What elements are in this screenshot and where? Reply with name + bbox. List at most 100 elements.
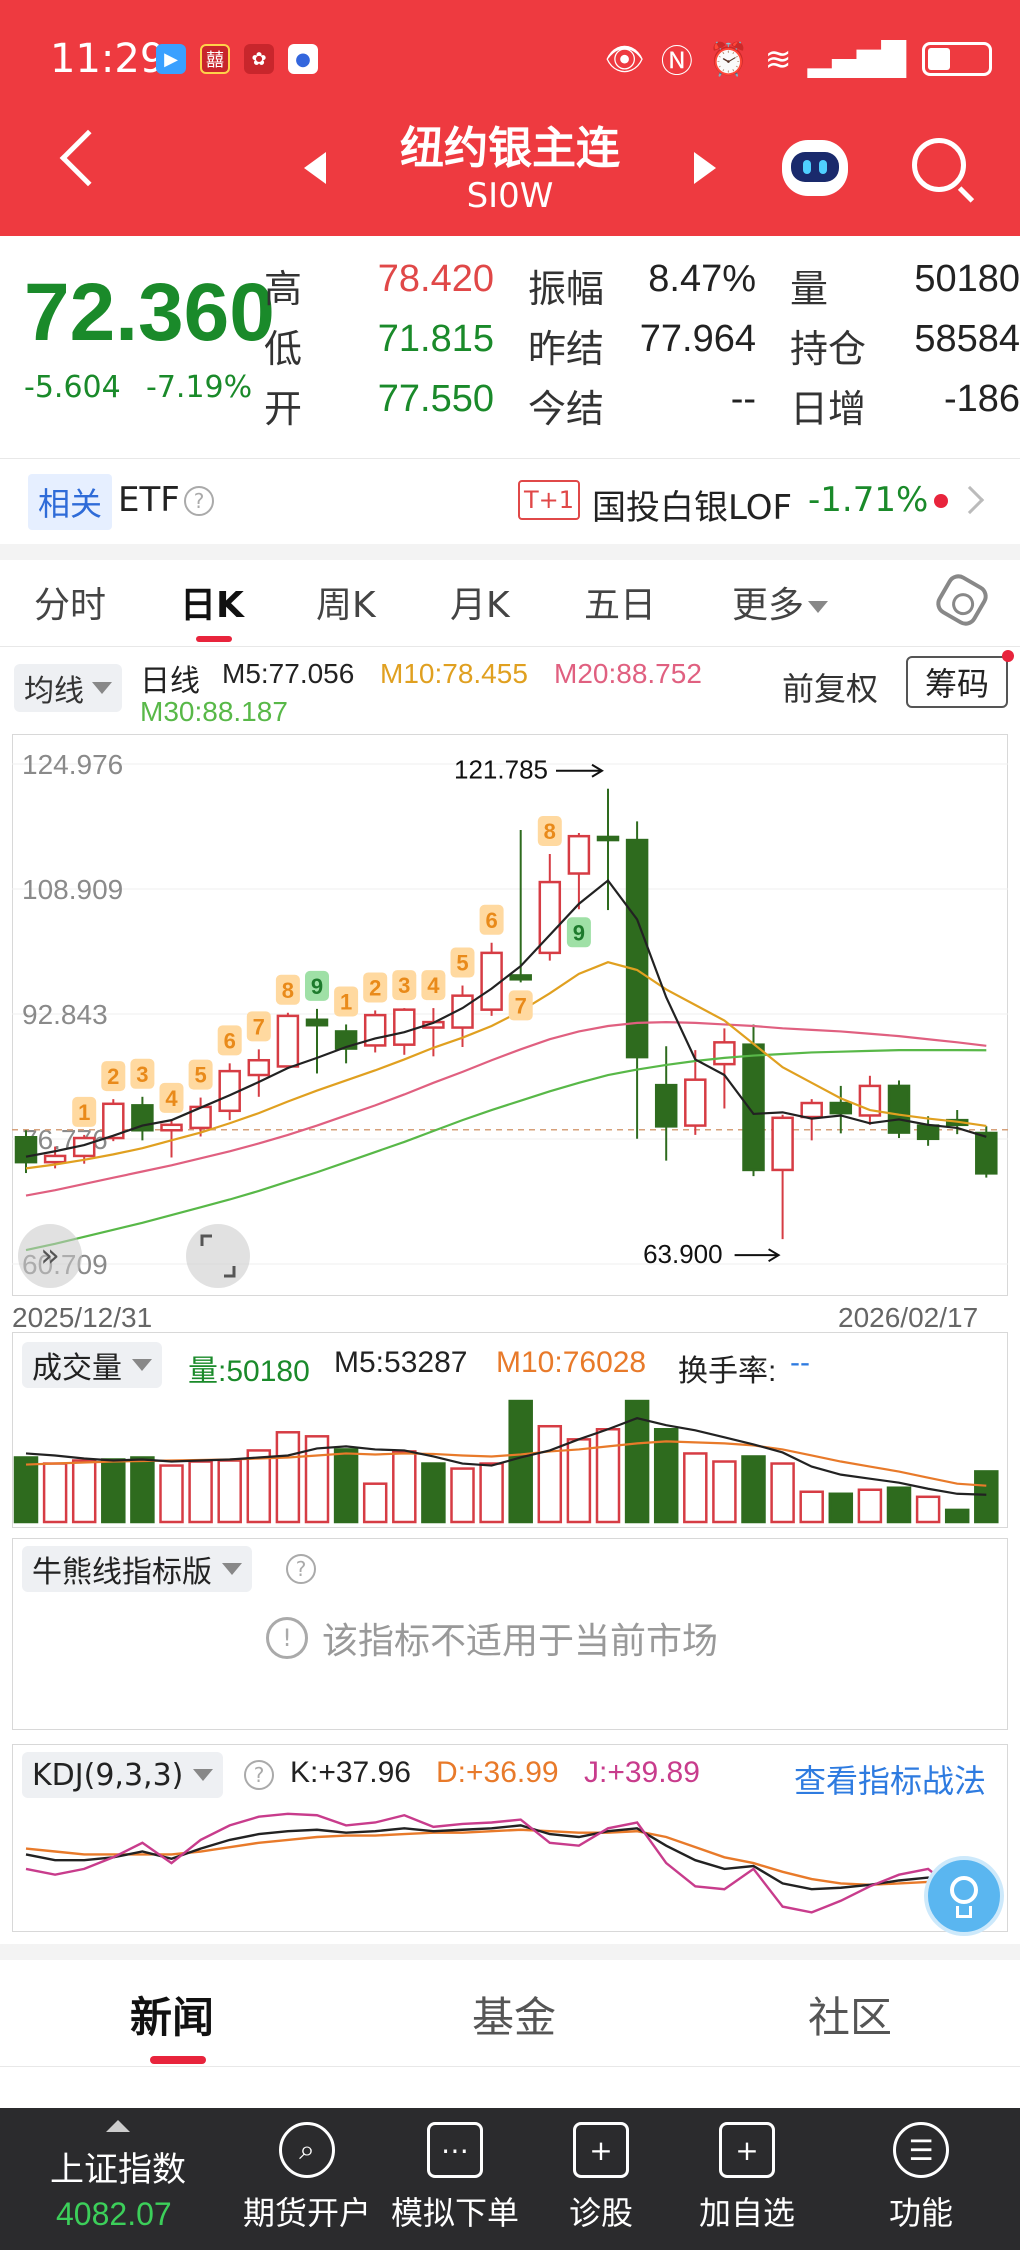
functions-button[interactable]: ☰ 功能 — [846, 2122, 996, 2234]
expand-up-icon[interactable] — [106, 2120, 130, 2132]
td-sequence-number: 1 — [78, 1100, 90, 1125]
functions-label: 功能 — [888, 2194, 953, 2232]
candle-body — [975, 1131, 998, 1175]
divider — [0, 2066, 1020, 2067]
kdj-selector-label: KDJ(9,3,3) — [32, 1757, 184, 1793]
index-name[interactable]: 上证指数 — [50, 2150, 186, 2190]
y-tick-label: 124.976 — [22, 749, 123, 780]
td-sequence-number: 6 — [224, 1028, 236, 1053]
kdj-panel[interactable] — [12, 1744, 1008, 1932]
add-watchlist-label: 加自选 — [698, 2194, 795, 2232]
price-change-pct: -7.19% — [146, 370, 253, 405]
kline-chart[interactable]: 124.976108.90992.84376.77660.70912345678… — [12, 734, 1008, 1296]
tab-weekly-k[interactable]: 周K — [316, 585, 376, 626]
ma-selector[interactable]: 均线 — [14, 664, 122, 712]
tab-monthly-k[interactable]: 月K — [450, 585, 510, 626]
stock-diagnosis-button[interactable]: + 诊股 — [526, 2122, 676, 2234]
volume-bar — [741, 1455, 766, 1524]
tab-more-label: 更多 — [732, 585, 805, 626]
volume-bar — [566, 1438, 592, 1524]
help-icon[interactable]: ? — [184, 486, 214, 516]
kdj-chart[interactable] — [12, 1800, 1008, 1930]
candle-body — [305, 1018, 329, 1027]
related-fund-name[interactable]: 国投白银LOF — [592, 488, 793, 528]
volume-bar — [421, 1462, 446, 1524]
td-sequence-number: 7 — [253, 1014, 265, 1039]
candle-body — [654, 1083, 678, 1128]
candle-body — [276, 1014, 300, 1068]
tab-community[interactable]: 社区 — [808, 1993, 893, 2042]
volume-selector-label: 成交量 — [32, 1351, 122, 1386]
ai-assistant-robot-icon[interactable] — [782, 140, 848, 196]
kdj-d-line — [25, 1828, 987, 1901]
td-sequence-number: 3 — [136, 1062, 148, 1087]
next-contract-icon[interactable] — [694, 152, 716, 184]
low-arrow-head — [768, 1248, 781, 1263]
open-futures-account-button[interactable]: ⌕ 期货开户 — [232, 2122, 382, 2234]
volume-bar — [886, 1486, 912, 1524]
kline-panel[interactable] — [12, 734, 1008, 1296]
td-sequence-badge — [305, 970, 329, 1001]
adjust-mode[interactable]: 前复权 — [782, 670, 879, 708]
tab-daily-k[interactable]: 日K — [180, 585, 244, 626]
volume-bar — [101, 1458, 126, 1524]
candle-body — [509, 974, 532, 981]
quote-label-open: 开 — [264, 387, 303, 431]
help-icon[interactable]: ? — [244, 1760, 274, 1790]
volume-bar — [130, 1456, 155, 1524]
volume-bar — [333, 1448, 359, 1524]
lightbulb-tip-icon[interactable] — [924, 1856, 1004, 1936]
dropdown-arrow-icon — [222, 1563, 242, 1575]
previous-contract-icon[interactable] — [304, 152, 326, 184]
simulated-order-button[interactable]: ⋯ 模拟下单 — [380, 2122, 530, 2234]
kdj-k-value: K:+37.96 — [290, 1756, 411, 1789]
contract-code: SI0W — [466, 176, 554, 216]
tab-timeshare[interactable]: 分时 — [34, 585, 107, 626]
menu-circle-icon: ☰ — [893, 2122, 949, 2178]
td-sequence-number: 5 — [194, 1063, 206, 1088]
add-watchlist-button[interactable]: + 加自选 — [672, 2122, 822, 2234]
chevron-right-icon[interactable] — [955, 485, 985, 515]
tab-more[interactable]: 更多 — [732, 576, 829, 628]
tab-five-day[interactable]: 五日 — [584, 585, 657, 626]
td-sequence-number: 9 — [311, 974, 323, 999]
candle-body — [247, 1058, 271, 1077]
bull-bear-selector[interactable]: 牛熊线指标版 — [22, 1546, 252, 1592]
quote-label-amplitude: 振幅 — [528, 267, 605, 311]
search-icon[interactable] — [912, 138, 966, 192]
candle-body — [43, 1154, 67, 1164]
turnover-value: -- — [790, 1346, 810, 1379]
volume-panel[interactable] — [12, 1332, 1008, 1528]
indicator-strategy-link[interactable]: 查看指标战法 — [794, 1762, 987, 1800]
volume-chart[interactable] — [12, 1390, 1008, 1526]
volume-bar — [159, 1464, 184, 1524]
candle-body — [684, 1078, 707, 1127]
candle-body — [596, 835, 620, 842]
volume-bar — [624, 1399, 650, 1524]
kdj-indicator-selector[interactable]: KDJ(9,3,3) — [22, 1752, 224, 1798]
indicator-notice-text: 该指标不适用于当前市场 — [322, 1621, 719, 1662]
app-notification-icon: ▶ — [156, 44, 186, 74]
y-tick-label: 108.909 — [22, 874, 123, 905]
chip-distribution-button[interactable]: 筹码 — [906, 656, 1008, 708]
tab-fund[interactable]: 基金 — [472, 1993, 557, 2042]
quote-value-prev-settle: 77.964 — [639, 318, 756, 360]
td-sequence-number: 2 — [369, 975, 381, 1000]
tab-news[interactable]: 新闻 — [130, 1993, 215, 2042]
help-icon[interactable]: ? — [286, 1554, 316, 1584]
candle-body — [800, 1101, 823, 1119]
volume-bar — [508, 1399, 533, 1524]
td-sequence-number: 4 — [427, 973, 440, 998]
dropdown-arrow-icon — [193, 1769, 214, 1781]
high-arrow-head — [591, 763, 604, 778]
settings-icon[interactable] — [931, 569, 993, 631]
volume-indicator-selector[interactable]: 成交量 — [22, 1342, 162, 1388]
td-sequence-badge — [334, 986, 359, 1017]
y-tick-label: 92.843 — [22, 999, 108, 1030]
dropdown-arrow-icon — [92, 682, 112, 694]
volume-bar — [246, 1449, 272, 1524]
candle-body — [829, 1101, 853, 1115]
turnover-label: 换手率: — [678, 1355, 777, 1388]
td-sequence-badge — [421, 970, 446, 1001]
etf-label[interactable]: ETF — [118, 480, 180, 520]
